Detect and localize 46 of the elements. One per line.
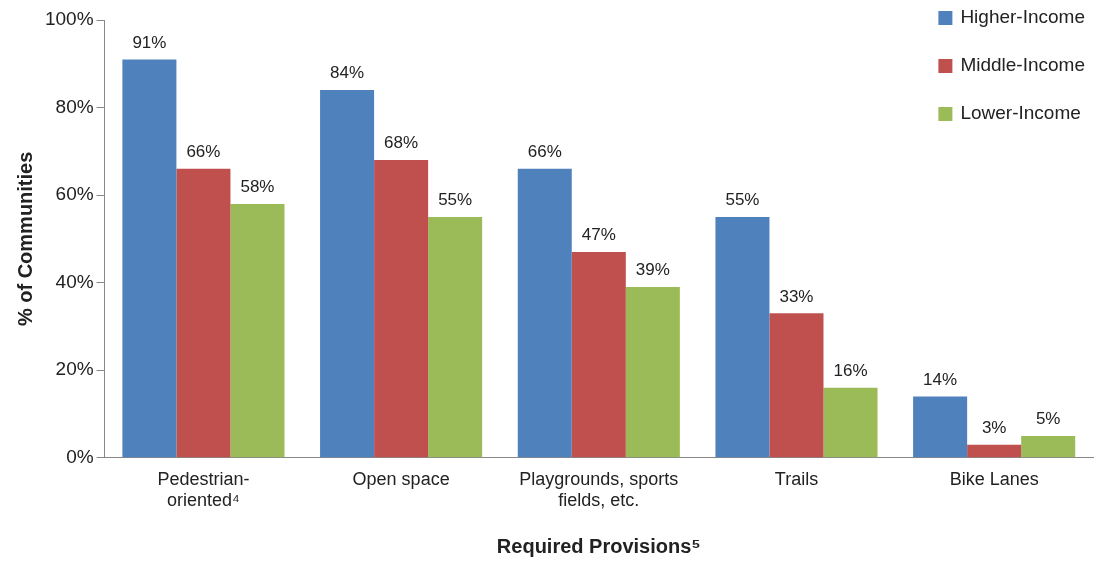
data-label: 84% — [330, 63, 365, 83]
x-tick-label: Playgrounds, sports fields, etc. — [519, 468, 679, 511]
bar — [230, 203, 285, 458]
legend-label: Higher-Income — [960, 6, 1086, 28]
data-label: 58% — [240, 177, 275, 197]
bar — [715, 217, 770, 458]
x-axis-title: Required Provisions⁵ — [496, 534, 701, 557]
y-tick-label: 20% — [55, 358, 94, 380]
bar — [913, 396, 968, 458]
x-tick-label: Bike Lanes — [949, 468, 1039, 489]
y-tick-label: 60% — [55, 183, 94, 205]
data-label: 47% — [581, 225, 616, 245]
data-label: 68% — [384, 133, 419, 153]
data-label: 5% — [1035, 409, 1061, 429]
bar — [571, 252, 626, 458]
bar — [769, 313, 824, 458]
bar — [823, 387, 878, 458]
data-label: 39% — [635, 260, 670, 280]
x-tick-label: Open space — [352, 468, 450, 489]
y-tick-label: 40% — [55, 270, 94, 292]
data-label: 55% — [438, 190, 473, 210]
data-label: 33% — [779, 286, 814, 306]
data-label: 66% — [186, 142, 221, 162]
y-axis-title: % of Communities — [13, 151, 36, 327]
bar — [428, 217, 483, 458]
data-label: 55% — [725, 190, 760, 210]
legend-label: Middle-Income — [960, 54, 1086, 76]
data-label: 16% — [833, 360, 868, 380]
x-tick-label: Pedestrian-oriented⁴ — [157, 468, 250, 511]
bar — [176, 168, 231, 458]
bar — [320, 90, 375, 458]
y-tick-label: 80% — [55, 95, 94, 117]
x-tick-label: Trails — [774, 468, 819, 489]
bar — [967, 444, 1022, 458]
data-label: 3% — [981, 417, 1007, 437]
legend-label: Lower-Income — [960, 102, 1081, 124]
data-label: 66% — [527, 142, 562, 162]
bar — [1021, 435, 1076, 458]
bar — [517, 168, 572, 458]
y-tick-label: 0% — [66, 446, 94, 468]
data-label: 14% — [923, 369, 958, 389]
bar — [374, 160, 429, 458]
data-label: 91% — [132, 32, 167, 52]
bar — [122, 59, 177, 458]
bar — [625, 287, 680, 458]
y-tick-label: 100% — [44, 8, 94, 30]
